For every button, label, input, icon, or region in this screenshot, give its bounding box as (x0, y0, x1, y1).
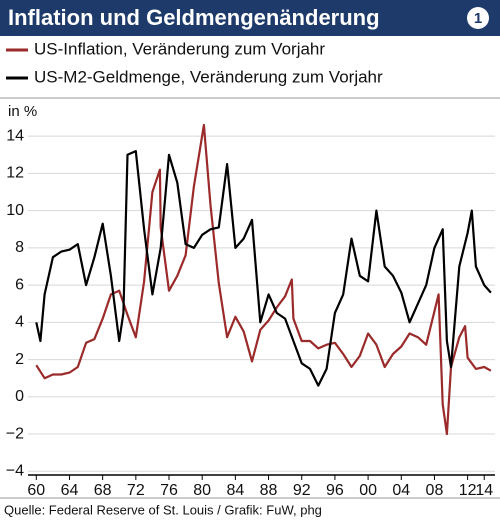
series-line (35, 123, 492, 436)
x-tick-label: 88 (260, 482, 278, 499)
x-tick-label: 64 (61, 482, 79, 499)
badge: 1 (474, 10, 482, 27)
y-tick-label: 2 (15, 351, 24, 368)
x-tick-label: 14 (475, 482, 493, 499)
x-tick-label: 04 (392, 482, 410, 499)
x-tick-label: 92 (293, 482, 311, 499)
x-tick-label: 76 (160, 482, 178, 499)
chart-title: Inflation und Geldmengenänderung (8, 5, 380, 30)
x-tick-label: 08 (426, 482, 444, 499)
y-tick-label: 4 (15, 314, 24, 331)
y-tick-label: 12 (6, 165, 24, 182)
series-line (35, 150, 492, 387)
source: Quelle: Federal Reserve of St. Louis / G… (4, 502, 322, 517)
y-tick-label: −4 (6, 462, 24, 479)
x-tick-label: 12 (459, 482, 477, 499)
x-tick-label: 80 (193, 482, 211, 499)
y-axis-label: in % (8, 103, 37, 120)
x-tick-label: 00 (359, 482, 377, 499)
y-tick-label: 0 (15, 388, 24, 405)
y-tick-label: 6 (15, 276, 24, 293)
y-tick-label: −2 (6, 425, 24, 442)
title-bar (0, 0, 500, 36)
x-tick-label: 68 (94, 482, 112, 499)
x-tick-label: 84 (226, 482, 244, 499)
y-tick-label: 8 (15, 239, 24, 256)
legend-label: US-Inflation, Veränderung zum Vorjahr (34, 39, 325, 58)
x-tick-label: 72 (127, 482, 145, 499)
y-tick-label: 10 (6, 202, 24, 219)
x-tick-label: 96 (326, 482, 344, 499)
y-tick-label: 14 (6, 127, 24, 144)
badge-circle (467, 7, 489, 29)
legend-label: US-M2-Geldmenge, Veränderung zum Vorjahr (34, 67, 383, 86)
x-tick-label: 60 (27, 482, 45, 499)
